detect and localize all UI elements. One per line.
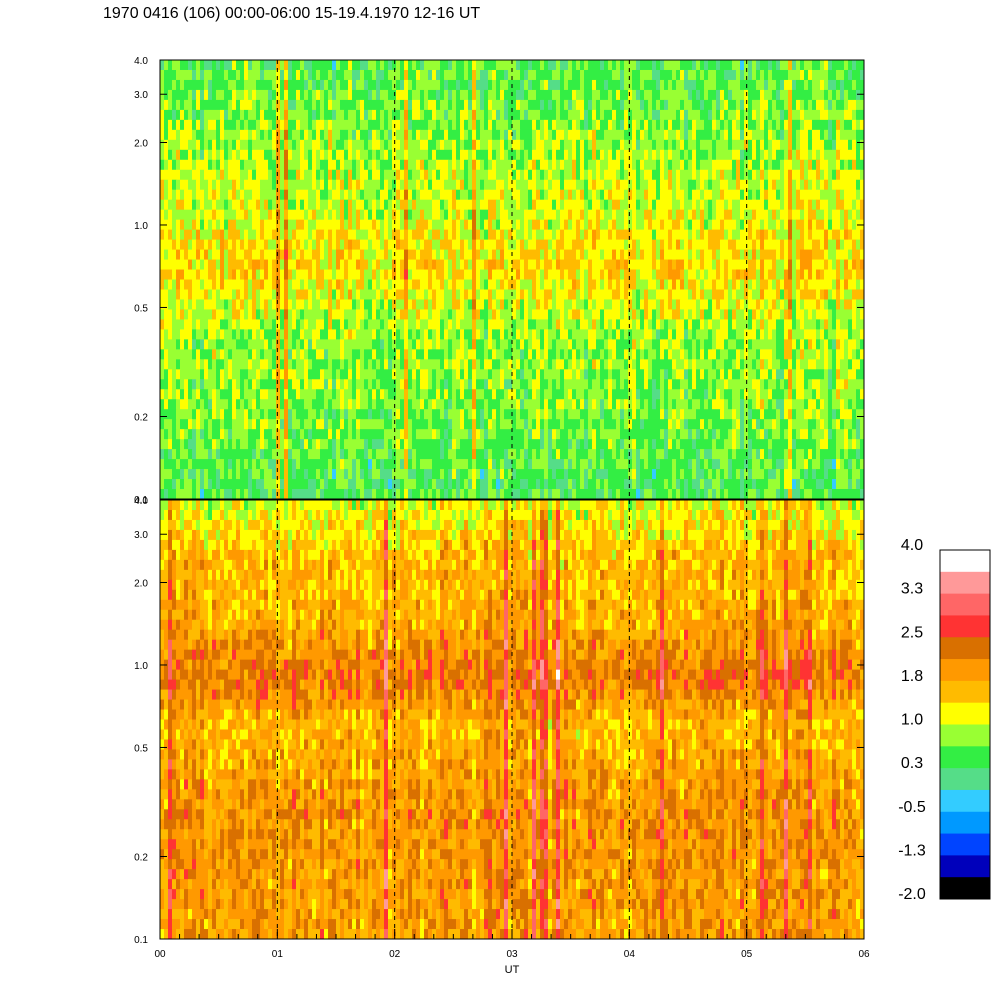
colorbar-swatch (940, 811, 990, 835)
y-tick-label: 2.0 (134, 138, 148, 149)
colorbar-swatch (940, 855, 990, 878)
colorbar-label: 1.0 (901, 712, 923, 729)
colorbar-label: 2.5 (901, 624, 923, 641)
colorbar-swatch (940, 659, 990, 682)
y-tick-label: 3.0 (134, 530, 148, 541)
colorbar-swatch (940, 789, 990, 813)
y-tick-label: 0.5 (134, 743, 148, 754)
x-tick-label: 05 (741, 949, 753, 960)
x-tick-label: 03 (506, 949, 518, 960)
colorbar-swatch (940, 877, 990, 900)
colorbar-label: 1.8 (901, 668, 923, 685)
y-tick-label: 3.0 (134, 90, 148, 101)
x-axis-label: UT (505, 964, 520, 976)
colorbar-label: -0.5 (898, 799, 926, 816)
colorbar-swatch (940, 615, 990, 638)
colorbar-frame (939, 549, 991, 900)
colorbar-swatch (940, 746, 990, 769)
colorbar-swatch (940, 571, 990, 595)
colorbar-swatch (940, 680, 990, 704)
x-tick-label: 00 (154, 949, 166, 960)
x-tick-label: 06 (858, 949, 870, 960)
y-tick-label: 1.0 (134, 661, 148, 672)
y-tick-label: 4.0 (134, 56, 148, 67)
upper-spectrogram-panel: 0.1 0.2 0.5 1.0 2.0 3.0 4.0 (134, 56, 865, 506)
colorbar-swatch (940, 768, 990, 791)
colorbar-swatch (940, 593, 990, 616)
colorbar-swatch (940, 550, 990, 573)
colorbar: 4.0 3.3 2.5 1.8 1.0 0.3 -0.5 -1.3 -2.0 (898, 537, 991, 903)
lower-spectrogram-panel: 0.1 0.2 0.5 1.0 2.0 3.0 4.0 00 01 02 03 04 05 06 UT (134, 496, 870, 976)
y-tick-label: 0.2 (134, 853, 148, 864)
colorbar-swatch (940, 833, 990, 856)
colorbar-label: 3.3 (901, 581, 923, 598)
y-tick-label: 0.2 (134, 413, 148, 424)
colorbar-label: 0.3 (901, 755, 923, 772)
colorbar-label: 4.0 (901, 537, 923, 554)
x-tick-label: 01 (272, 949, 284, 960)
colorbar-swatch (940, 702, 990, 725)
colorbar-label: -2.0 (898, 886, 926, 903)
x-tick-label: 02 (389, 949, 401, 960)
colorbar-swatch (940, 724, 990, 747)
y-tick-label: 1.0 (134, 221, 148, 232)
y-tick-label: 2.0 (134, 578, 148, 589)
y-tick-label: 4.0 (134, 496, 148, 507)
colorbar-swatch (940, 637, 990, 660)
chart-title: 1970 0416 (106) 00:00-06:00 15-19.4.1970… (103, 5, 481, 22)
y-tick-label: 0.1 (134, 495, 148, 506)
y-tick-label: 0.1 (134, 935, 148, 946)
colorbar-label: -1.3 (898, 842, 926, 859)
x-tick-label: 04 (624, 949, 636, 960)
y-tick-label: 0.5 (134, 303, 148, 314)
